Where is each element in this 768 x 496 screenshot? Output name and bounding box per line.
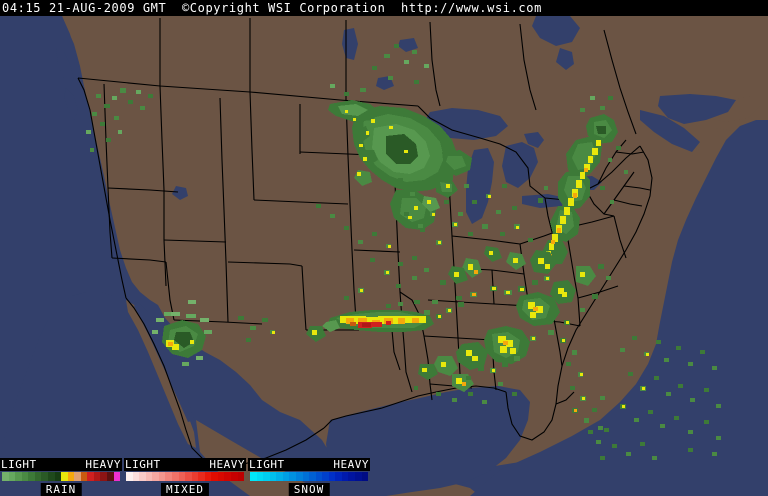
legend-swatch-snow-8 [302,472,310,481]
echo-arizona-monsoon [152,300,275,366]
legend-swatch-rain-10 [67,472,75,481]
legend-swatch-rain-7 [47,472,55,481]
echo-northwest [86,88,153,152]
legend-heavy-label-rain: HEAVY [85,458,121,471]
echo-ohio-valley [412,206,556,300]
legend-swatch-mixed-11 [198,472,205,481]
legend-swatch-rain-15 [100,472,107,481]
legend-heavy-label-snow: HEAVY [333,458,369,471]
legend-caption-bar-snow: LIGHT HEAVY [248,458,370,471]
legend-swatch-rain-4 [28,472,35,481]
legend-swatch-rain-14 [93,472,101,481]
header-bar: 04:15 21-AUG-2009 GMT ©Copyright WSI Cor… [0,0,768,16]
legend-color-ramp-mixed [126,472,245,481]
legend-light-label-mixed: LIGHT [125,458,161,471]
echo-southeast [516,264,611,335]
legend-swatch-snow-6 [289,472,296,481]
legend-swatch-rain-0 [2,472,9,481]
legend-swatch-snow-9 [309,472,316,481]
legend-swatch-rain-13 [87,472,94,481]
legend-swatch-snow-11 [322,472,329,481]
legend-swatch-snow-12 [328,472,336,481]
legend-swatch-mixed-8 [178,472,186,481]
legend-swatch-mixed-5 [158,472,166,481]
legend-swatch-mixed-2 [139,472,146,481]
legend-swatch-snow-3 [269,472,277,481]
legend-swatch-rain-2 [15,472,22,481]
legend-swatch-mixed-0 [126,472,133,481]
legend-swatch-snow-4 [276,472,283,481]
legend-swatch-mixed-17 [237,472,245,481]
legend-swatch-mixed-1 [132,472,140,481]
legend-color-ramp-rain [2,472,121,481]
legend-scale-snow: LIGHT HEAVY SNOW [248,458,370,496]
legend-swatch-mixed-15 [224,472,231,481]
legend-swatch-snow-15 [348,472,355,481]
legend-color-ramp-snow [250,472,369,481]
legend-title-mixed: MIXED [160,483,210,496]
legend-swatch-rain-12 [80,472,88,481]
legend-swatch-snow-17 [361,472,369,481]
legend-swatch-rain-17 [113,472,121,481]
legend-swatch-mixed-10 [191,472,199,481]
legend-light-label-rain: LIGHT [1,458,37,471]
legend-swatch-mixed-4 [152,472,159,481]
legend-swatch-snow-14 [341,472,349,481]
legend-swatch-rain-1 [8,472,16,481]
legend-swatch-rain-6 [41,472,48,481]
legend-swatch-mixed-16 [231,472,238,481]
legend-heavy-label-mixed: HEAVY [209,458,245,471]
legend-swatch-rain-11 [74,472,81,481]
legend-swatch-mixed-12 [204,472,212,481]
legend-swatch-snow-2 [263,472,270,481]
legend-scale-mixed: LIGHT HEAVY MIXED [124,458,246,496]
legend-panel: LIGHT HEAVY RAIN LIGHT HEAVY MIXED LIGHT HEAVY S… [0,458,374,496]
legend-swatch-mixed-6 [165,472,172,481]
legend-swatch-snow-10 [315,472,323,481]
legend-caption-bar-mixed: LIGHT HEAVY [124,458,246,471]
echo-florida-bahamas [560,336,721,460]
legend-swatch-rain-16 [107,472,114,481]
header-text: 04:15 21-AUG-2009 GMT ©Copyright WSI Cor… [2,1,542,15]
legend-swatch-mixed-13 [211,472,218,481]
echo-northeast-line [538,114,628,264]
echo-oklahoma-arkansas-squall [306,300,464,342]
legend-light-label-snow: LIGHT [249,458,285,471]
legend-swatch-snow-7 [295,472,303,481]
legend-swatch-snow-13 [335,472,342,481]
echo-scattered-west [316,176,507,300]
legend-swatch-snow-16 [355,472,362,481]
legend-swatch-rain-5 [34,472,42,481]
legend-swatch-rain-3 [21,472,29,481]
legend-swatch-rain-8 [54,472,62,481]
legend-swatch-snow-5 [282,472,290,481]
legend-swatch-mixed-3 [145,472,153,481]
radar-echo-layer [86,44,721,460]
legend-swatch-mixed-7 [171,472,179,481]
echo-upper-midwest [328,100,472,230]
legend-swatch-mixed-14 [217,472,225,481]
legend-scale-rain: LIGHT HEAVY RAIN [0,458,122,496]
echo-canada [330,44,613,112]
legend-swatch-rain-9 [61,472,68,481]
legend-swatch-snow-0 [250,472,257,481]
echo-gulf-coast [414,326,536,404]
legend-swatch-mixed-9 [185,472,192,481]
legend-title-snow: SNOW [288,483,330,496]
legend-caption-bar-rain: LIGHT HEAVY [0,458,122,471]
legend-title-rain: RAIN [40,483,82,496]
legend-swatch-snow-1 [256,472,264,481]
